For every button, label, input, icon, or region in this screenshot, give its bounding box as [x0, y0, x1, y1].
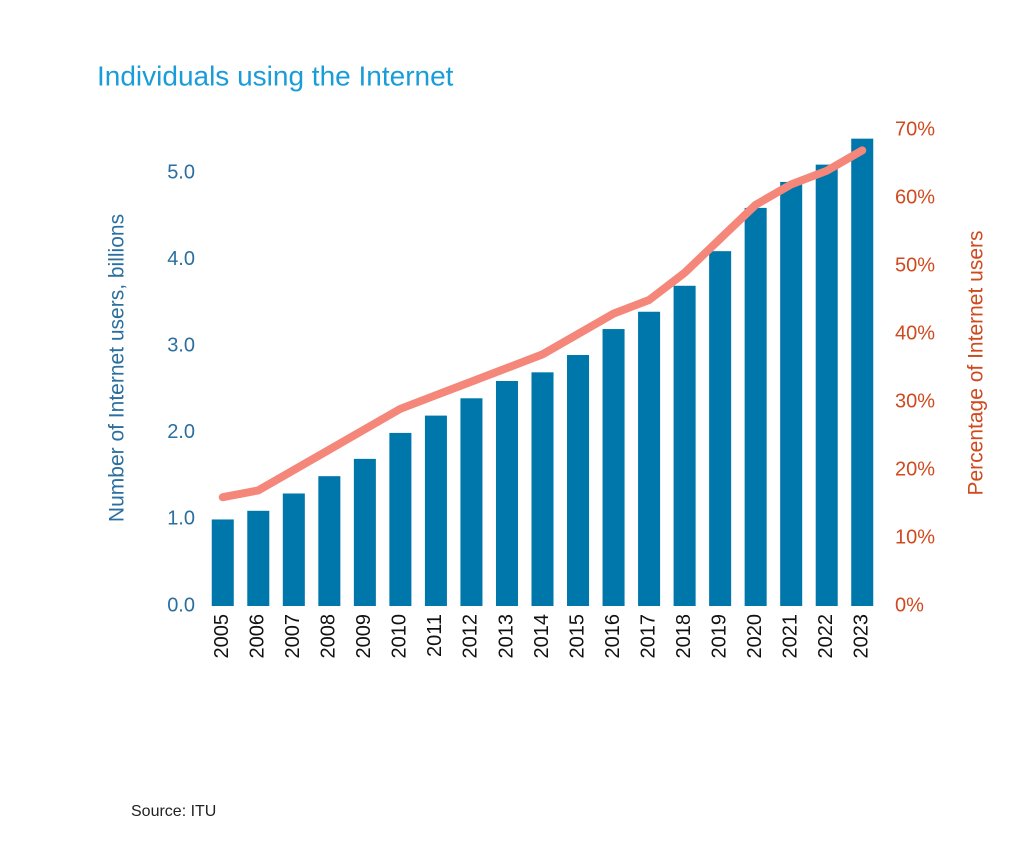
bar [318, 476, 341, 606]
y-axis-label: Number of Internet users, billions [106, 214, 129, 522]
y2-tick-label: 10% [895, 526, 935, 548]
bar [780, 181, 803, 606]
y-tick-label: 0.0 [167, 594, 195, 616]
y2-tick-label: 60% [895, 186, 935, 208]
x-tick-label: 2015 [566, 614, 588, 659]
x-tick-label: 2019 [708, 614, 730, 659]
x-tick-label: 2005 [211, 614, 233, 659]
bar [815, 164, 838, 607]
x-tick-label: 2007 [282, 614, 304, 659]
x-tick-label: 2018 [673, 614, 695, 659]
x-tick-label: 2020 [744, 614, 766, 659]
x-tick-label: 2009 [353, 614, 375, 659]
bar [495, 380, 518, 606]
y2-tick-label: 40% [895, 322, 935, 344]
x-tick-label: 2021 [779, 614, 801, 659]
bar [638, 311, 661, 606]
chart-title: Individuals using the Internet [97, 60, 454, 91]
x-tick-label: 2016 [602, 614, 624, 659]
bar [247, 510, 270, 606]
bar [424, 415, 447, 606]
x-tick-label: 2017 [637, 614, 659, 659]
bar [673, 285, 696, 606]
line [218, 146, 867, 502]
x-tick-label: 2013 [495, 614, 517, 659]
bar [460, 398, 483, 606]
bar [602, 329, 625, 606]
bar [567, 355, 590, 606]
bar [211, 519, 234, 606]
x-tick-label: 2014 [531, 614, 553, 659]
bar [851, 138, 874, 606]
x-tick-label: 2022 [815, 614, 837, 659]
y2-tick-label: 70% [895, 118, 935, 140]
x-tick-label: 2023 [851, 614, 873, 659]
y2-tick-label: 30% [895, 390, 935, 412]
y-tick-label: 5.0 [167, 162, 195, 184]
x-tick-label: 2012 [460, 614, 482, 659]
bar [353, 458, 376, 606]
bar [282, 493, 305, 606]
x-tick-label: 2006 [247, 614, 269, 659]
x-tick-label: 2011 [424, 614, 446, 657]
bar [389, 432, 412, 606]
x-tick-label: 2010 [389, 614, 411, 659]
bar [709, 251, 732, 606]
y2-tick-label: 0% [895, 594, 924, 616]
y-tick-label: 2.0 [167, 421, 195, 443]
y2-tick-label: 20% [895, 458, 935, 480]
y-tick-label: 3.0 [167, 335, 195, 357]
y2-axis-label: Percentage of Internet users [965, 231, 988, 496]
y2-tick-label: 50% [895, 254, 935, 276]
source: Source: ITU [131, 803, 216, 820]
x-tick-label: 2008 [318, 614, 340, 659]
bar [531, 372, 554, 606]
y-tick-label: 1.0 [167, 508, 195, 530]
bar [744, 207, 767, 606]
y-tick-label: 4.0 [167, 248, 195, 270]
